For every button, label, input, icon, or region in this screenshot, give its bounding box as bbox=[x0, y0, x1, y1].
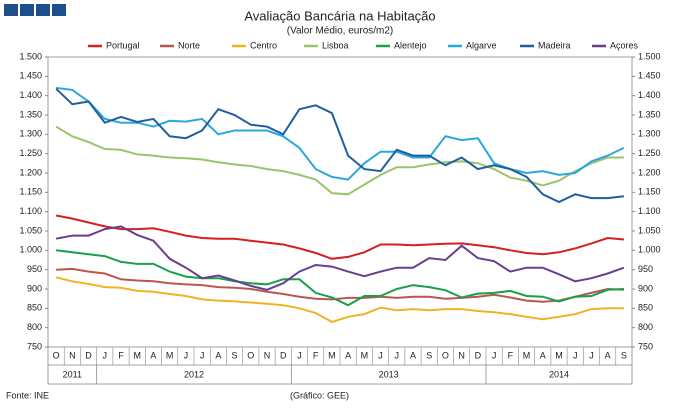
series-line bbox=[55, 86, 625, 181]
x-tick-label: O bbox=[247, 350, 254, 360]
year-label: 2013 bbox=[379, 369, 399, 379]
plot-frame bbox=[47, 56, 633, 348]
y-tick-label-right: 850 bbox=[638, 303, 653, 313]
y-tick-label: 800 bbox=[27, 322, 42, 332]
logo bbox=[52, 4, 66, 16]
y-tick-label-right: 1.300 bbox=[638, 129, 661, 139]
x-tick-label: J bbox=[297, 350, 302, 360]
x-tick-label: J bbox=[378, 350, 383, 360]
x-tick-label: A bbox=[605, 350, 611, 360]
y-tick-label-right: 1.400 bbox=[638, 90, 661, 100]
y-tick-label-right: 1.250 bbox=[638, 148, 661, 158]
x-tick-label: J bbox=[573, 350, 578, 360]
series-line bbox=[55, 125, 624, 196]
credit: (Gráfico: GEE) bbox=[290, 390, 349, 400]
x-tick-label: J bbox=[492, 350, 497, 360]
x-tick-label: M bbox=[523, 350, 531, 360]
x-tick-label: A bbox=[150, 350, 156, 360]
x-tick-label: D bbox=[475, 350, 482, 360]
x-tick-label: M bbox=[328, 350, 336, 360]
x-tick-label: S bbox=[426, 350, 432, 360]
x-tick-label: A bbox=[410, 350, 416, 360]
x-tick-label: D bbox=[280, 350, 287, 360]
legend-label: Alentejo bbox=[394, 40, 427, 50]
logo bbox=[20, 4, 34, 16]
year-label: 2011 bbox=[63, 369, 82, 379]
y-tick-label-right: 1.450 bbox=[638, 71, 661, 81]
y-tick-label-right: 1.100 bbox=[638, 206, 661, 216]
year-label: 2012 bbox=[184, 369, 204, 379]
logo bbox=[36, 4, 50, 16]
y-tick-label-right: 1.500 bbox=[638, 51, 661, 61]
legend-label: Lisboa bbox=[322, 40, 349, 50]
x-tick-label: J bbox=[395, 350, 400, 360]
y-tick-label: 1.500 bbox=[19, 51, 42, 61]
x-tick-label: A bbox=[540, 350, 546, 360]
x-tick-label: F bbox=[118, 350, 124, 360]
x-tick-label: M bbox=[166, 350, 174, 360]
y-tick-label: 1.300 bbox=[19, 129, 42, 139]
series-line bbox=[55, 276, 624, 323]
y-tick-label: 1.400 bbox=[19, 90, 42, 100]
x-tick-label: J bbox=[589, 350, 594, 360]
series-line bbox=[55, 225, 625, 291]
y-tick-label: 1.250 bbox=[19, 148, 42, 158]
y-tick-label: 1.050 bbox=[19, 225, 42, 235]
series-line bbox=[55, 214, 624, 260]
y-tick-label-right: 1.000 bbox=[638, 245, 661, 255]
x-tick-label: A bbox=[345, 350, 351, 360]
y-tick-label-right: 1.050 bbox=[638, 225, 661, 235]
x-tick-label: D bbox=[85, 350, 92, 360]
series-line bbox=[55, 249, 624, 307]
y-tick-label-right: 1.350 bbox=[638, 109, 661, 119]
x-tick-label: J bbox=[103, 350, 108, 360]
x-tick-label: S bbox=[621, 350, 627, 360]
x-tick-label: O bbox=[442, 350, 449, 360]
legend-label: Algarve bbox=[466, 40, 497, 50]
y-tick-label: 1.200 bbox=[19, 167, 42, 177]
x-tick-label: O bbox=[53, 350, 60, 360]
x-tick-label: S bbox=[232, 350, 238, 360]
y-tick-label: 1.350 bbox=[19, 109, 42, 119]
y-tick-label: 950 bbox=[27, 264, 42, 274]
y-tick-label-right: 1.150 bbox=[638, 187, 661, 197]
x-tick-label: M bbox=[555, 350, 563, 360]
y-tick-label-right: 800 bbox=[638, 322, 653, 332]
x-tick-label: J bbox=[184, 350, 189, 360]
chart-subtitle: (Valor Médio, euros/m2) bbox=[287, 26, 394, 37]
y-tick-label-right: 900 bbox=[638, 283, 653, 293]
series-line bbox=[56, 267, 624, 303]
legend-label: Centro bbox=[250, 40, 277, 50]
y-tick-label: 1.450 bbox=[19, 71, 42, 81]
y-tick-label: 1.100 bbox=[19, 206, 42, 216]
legend-label: Norte bbox=[178, 40, 200, 50]
y-tick-label: 900 bbox=[27, 283, 42, 293]
year-label: 2014 bbox=[549, 369, 569, 379]
series-line bbox=[55, 87, 625, 204]
x-tick-label: N bbox=[264, 350, 271, 360]
x-tick-label: A bbox=[215, 350, 221, 360]
y-tick-label: 1.000 bbox=[19, 245, 42, 255]
y-tick-label: 850 bbox=[27, 303, 42, 313]
logo bbox=[4, 4, 18, 16]
x-tick-label: M bbox=[361, 350, 369, 360]
x-tick-label: M bbox=[133, 350, 141, 360]
x-tick-label: N bbox=[458, 350, 465, 360]
x-tick-label: F bbox=[508, 350, 514, 360]
y-tick-label-right: 1.200 bbox=[638, 167, 661, 177]
x-tick-label: F bbox=[313, 350, 319, 360]
x-tick-label: J bbox=[200, 350, 205, 360]
legend-label: Portugal bbox=[106, 40, 140, 50]
x-tick-label: N bbox=[69, 350, 76, 360]
source: Fonte: INE bbox=[6, 390, 49, 400]
y-tick-label-right: 950 bbox=[638, 264, 653, 274]
y-tick-label-right: 750 bbox=[638, 341, 653, 351]
y-tick-label: 750 bbox=[27, 341, 42, 351]
chart-title: Avaliação Bancária na Habitação bbox=[244, 8, 435, 23]
legend-label: Madeira bbox=[538, 40, 571, 50]
y-tick-label: 1.150 bbox=[19, 187, 42, 197]
legend-label: Açores bbox=[610, 40, 639, 50]
